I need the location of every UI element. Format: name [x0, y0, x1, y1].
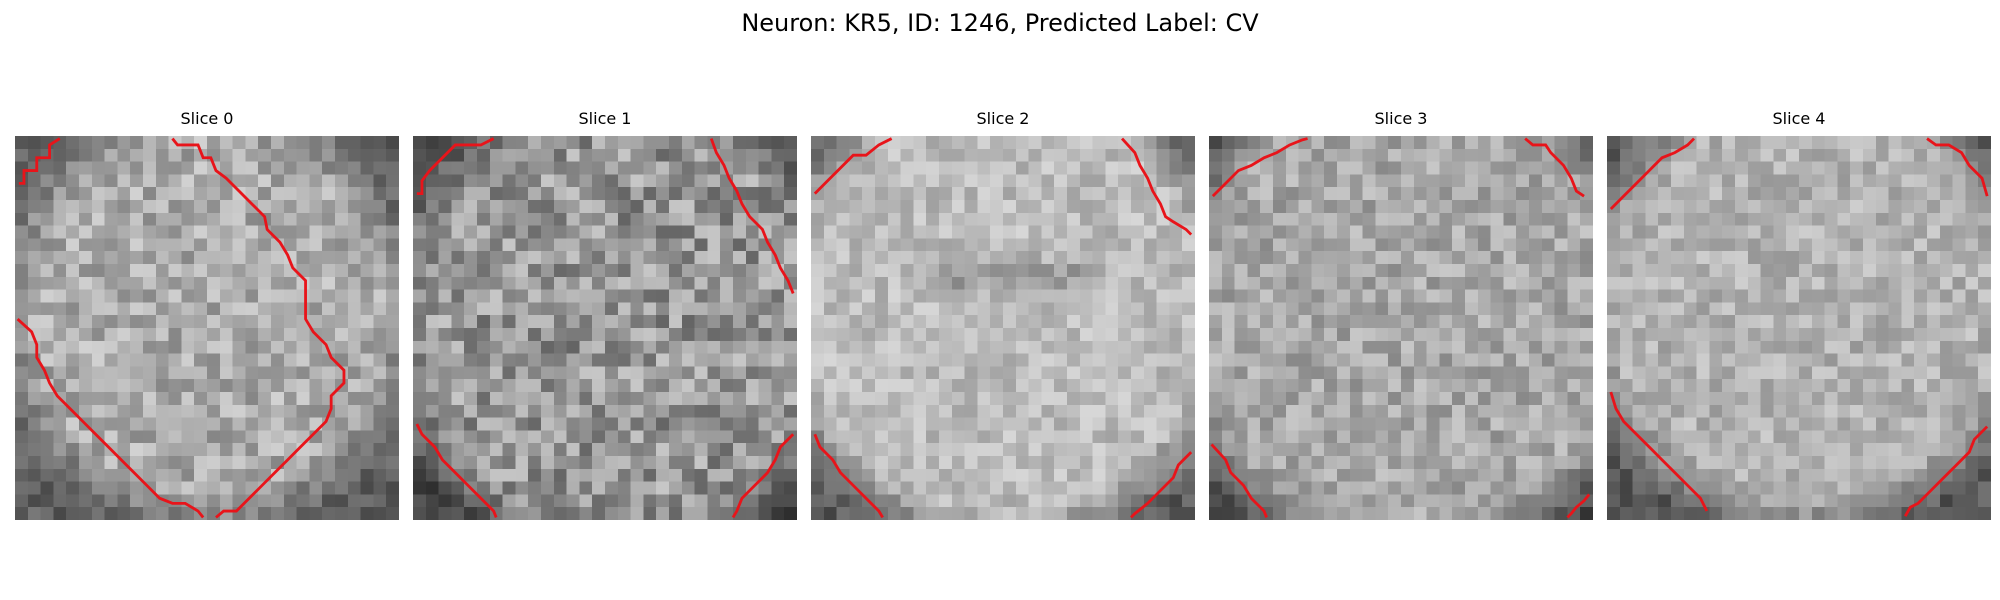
- contour-line: [415, 423, 498, 518]
- contour-line: [1609, 391, 1709, 512]
- contour-line: [416, 137, 495, 196]
- contour-line: [813, 137, 893, 195]
- slice-image-2: [811, 136, 1195, 520]
- slice-title-4: Slice 4: [1772, 109, 1826, 128]
- figure-title: Neuron: KR5, ID: 1246, Predicted Label: …: [741, 9, 1259, 37]
- contour-line: [709, 138, 795, 294]
- contour-line: [1566, 493, 1591, 519]
- slice-title-2: Slice 2: [976, 109, 1030, 128]
- slice-title-3: Slice 3: [1374, 109, 1428, 128]
- contour-line: [1120, 137, 1193, 236]
- slice-title-0: Slice 0: [180, 109, 234, 128]
- contour-line: [1926, 137, 1989, 197]
- contour-line: [18, 137, 61, 185]
- contour-line: [171, 137, 346, 519]
- contour-line: [813, 433, 884, 519]
- contour-line: [1211, 137, 1308, 198]
- slice-image-3: [1209, 136, 1593, 520]
- contour-line: [1524, 137, 1585, 198]
- slice-image-4: [1607, 136, 1991, 520]
- contour-line: [16, 317, 205, 519]
- contour-line: [1210, 443, 1268, 518]
- contour-line: [1609, 137, 1696, 210]
- slice-image-0: [15, 136, 399, 520]
- contour-line: [1130, 451, 1193, 519]
- contour-line: [731, 433, 795, 519]
- contour-line: [1904, 425, 1989, 517]
- slice-title-1: Slice 1: [578, 109, 632, 128]
- slice-image-1: [413, 136, 797, 520]
